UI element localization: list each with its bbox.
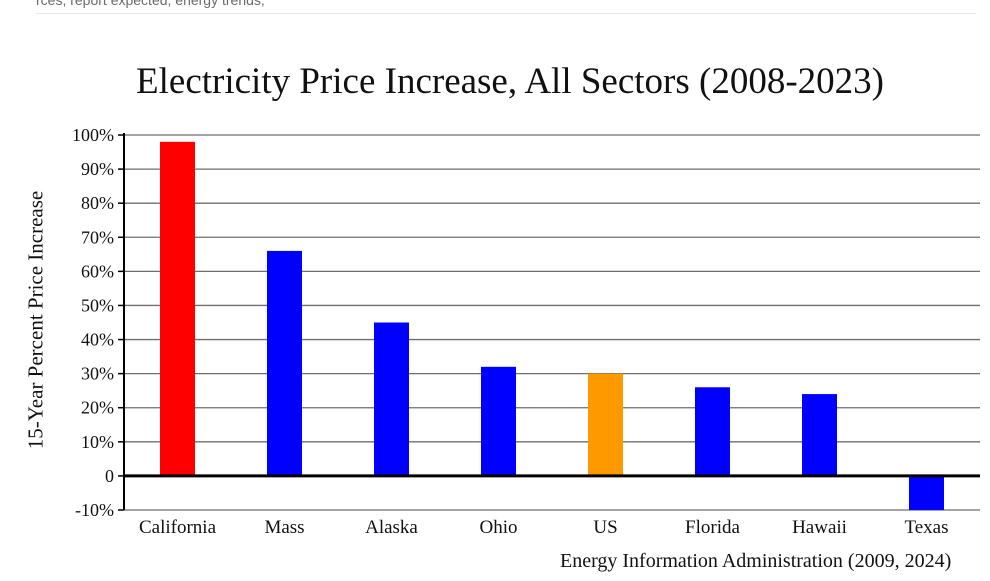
bar <box>588 373 623 476</box>
x-tick-label: Florida <box>685 517 740 538</box>
y-tick-label: -10% <box>75 500 114 520</box>
header-divider <box>36 13 976 14</box>
bar <box>267 250 302 476</box>
y-tick-label: 0 <box>105 466 114 486</box>
page-header-strip: rces, report expected, energy trends, <box>0 0 990 14</box>
chart-source: Energy Information Administration (2009,… <box>560 550 952 572</box>
y-tick-label: 70% <box>81 227 114 247</box>
y-tick-label: 100% <box>72 125 114 145</box>
bar <box>160 141 195 476</box>
x-tick-label: California <box>139 517 217 538</box>
y-tick-label: 20% <box>81 398 114 418</box>
x-tick-label: Hawaii <box>792 517 847 538</box>
y-tick-label: 90% <box>81 159 114 179</box>
y-tick-label: 50% <box>81 295 114 315</box>
y-tick-label: 60% <box>81 261 114 281</box>
x-tick-label: Texas <box>904 517 948 538</box>
bar <box>802 394 837 476</box>
x-tick-label: Alaska <box>365 517 418 538</box>
bar <box>695 387 730 476</box>
bar <box>481 366 516 476</box>
chart-title: Electricity Price Increase, All Sectors … <box>136 61 884 102</box>
bar <box>374 322 409 476</box>
y-tick-label: 80% <box>81 193 114 213</box>
x-tick-label: Ohio <box>480 517 518 538</box>
x-tick-label: US <box>593 517 617 538</box>
x-tick-label: Mass <box>264 517 304 538</box>
y-tick-label: 40% <box>81 330 114 350</box>
y-tick-label: 30% <box>81 364 114 384</box>
y-tick-label: 10% <box>81 432 114 452</box>
header-snippet: rces, report expected, energy trends, <box>36 0 265 8</box>
bar <box>909 475 944 510</box>
